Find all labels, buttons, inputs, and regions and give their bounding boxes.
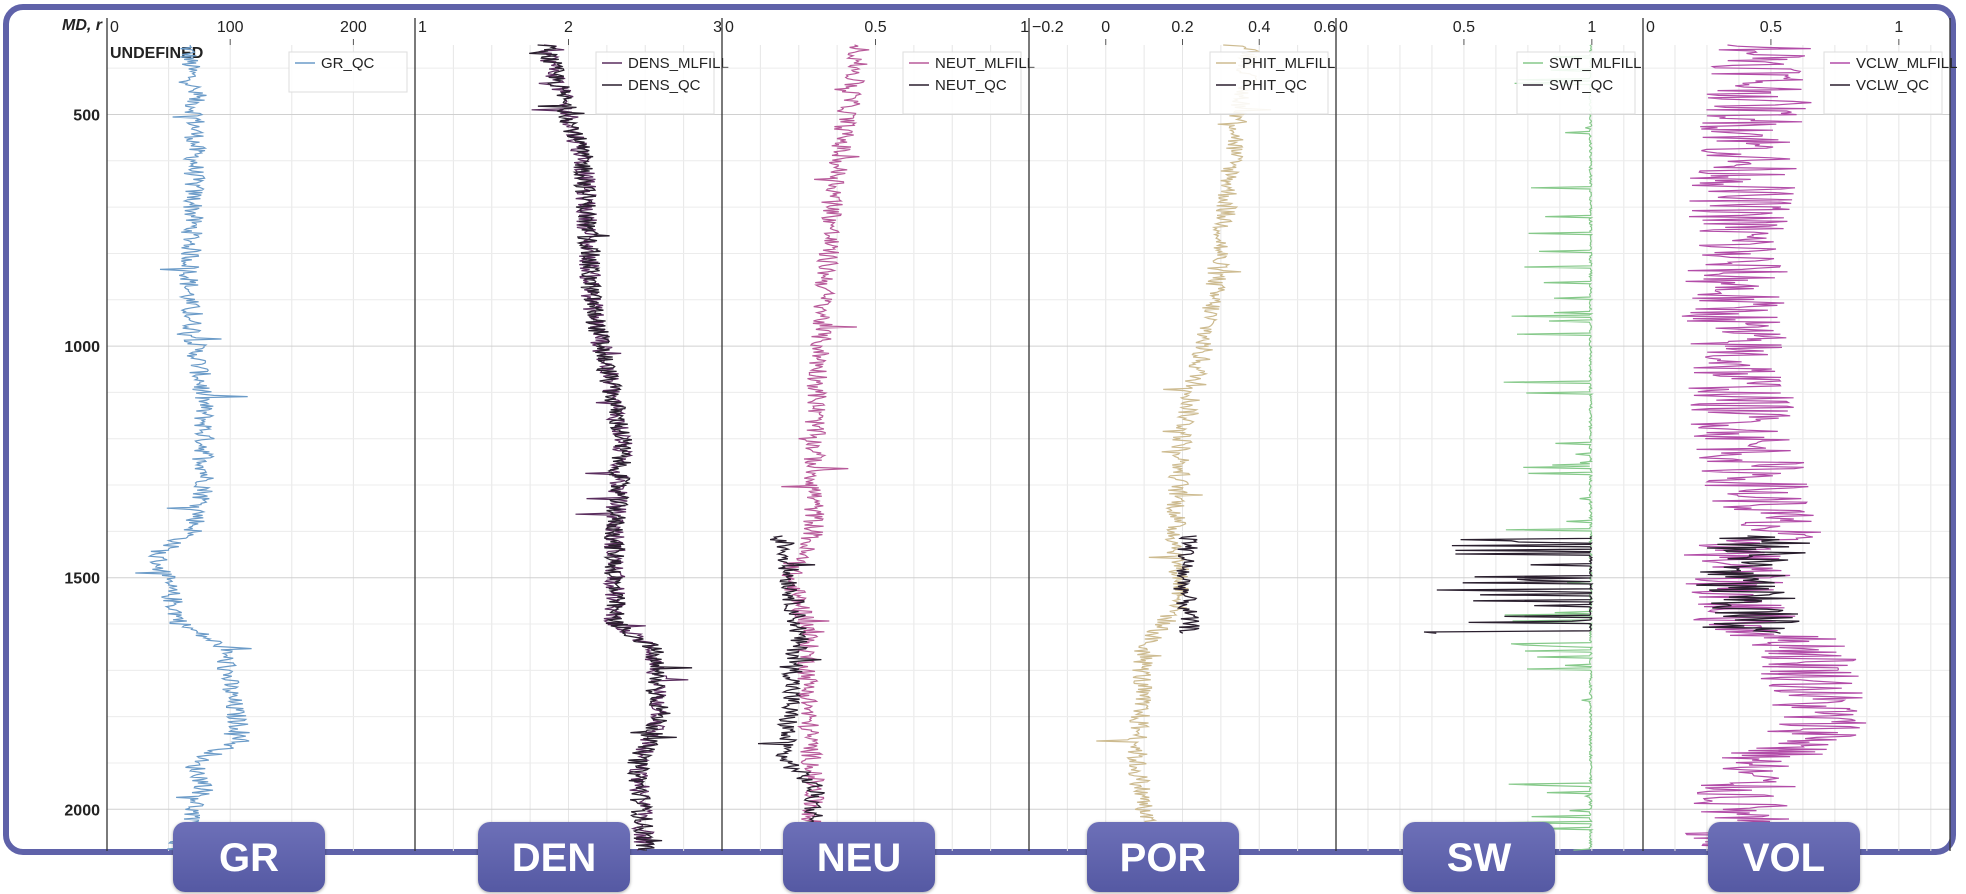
x-tick-label: 1 bbox=[418, 19, 427, 36]
legend-label: PHIT_QC bbox=[1242, 77, 1307, 94]
tab-vol[interactable]: VOL bbox=[1708, 822, 1860, 892]
x-tick-label: 3 bbox=[713, 19, 722, 36]
tab-gr[interactable]: GR bbox=[173, 822, 325, 892]
series-line-dens-qc bbox=[529, 44, 693, 851]
x-tick-label: 0.2 bbox=[1171, 19, 1193, 36]
series-line-vclw-mlfill bbox=[1681, 44, 1867, 851]
legend-label: GR_QC bbox=[321, 55, 375, 72]
legend-label: NEUT_QC bbox=[935, 77, 1007, 94]
tab-por[interactable]: POR bbox=[1087, 822, 1239, 892]
legend-box bbox=[288, 51, 408, 93]
series-line-phit-mlfill bbox=[1096, 44, 1272, 851]
legend-label: SWT_QC bbox=[1549, 77, 1613, 94]
depth-tick-label: 1000 bbox=[64, 339, 100, 356]
depth-axis-label: MD, r bbox=[62, 17, 103, 34]
series-line-phit-qc bbox=[1173, 535, 1200, 634]
series-line-gr-qc bbox=[135, 44, 252, 851]
x-tick-label: 0 bbox=[1101, 19, 1110, 36]
legend-label: DENS_MLFILL bbox=[628, 55, 729, 72]
x-tick-label: 1 bbox=[1894, 19, 1903, 36]
legend-box bbox=[902, 51, 1022, 115]
legend-label: VCLW_QC bbox=[1856, 77, 1929, 94]
x-tick-label: 0 bbox=[1646, 19, 1655, 36]
tab-neu[interactable]: NEU bbox=[783, 822, 935, 892]
x-tick-label: 0 bbox=[1339, 19, 1348, 36]
series-line-dens-mlfill bbox=[531, 44, 689, 851]
x-tick-label: 0.4 bbox=[1248, 19, 1270, 36]
x-tick-label: 0.5 bbox=[1760, 19, 1782, 36]
series-line-swt-mlfill bbox=[1503, 44, 1594, 851]
legend-label: NEUT_MLFILL bbox=[935, 55, 1035, 72]
legend-label: PHIT_MLFILL bbox=[1242, 55, 1335, 72]
tab-den[interactable]: DEN bbox=[478, 822, 630, 892]
x-tick-label: 0 bbox=[725, 19, 734, 36]
x-tick-label: 0.5 bbox=[864, 19, 886, 36]
x-tick-label: 1 bbox=[1020, 19, 1029, 36]
x-tick-label: 0 bbox=[110, 19, 119, 36]
series-line-vclw-qc bbox=[1696, 535, 1810, 634]
depth-tick-label: 1500 bbox=[64, 571, 100, 588]
depth-tick-label: 2000 bbox=[64, 802, 100, 819]
x-tick-label: 100 bbox=[217, 19, 244, 36]
depth-tick-label: 500 bbox=[73, 107, 100, 124]
x-tick-label: 1 bbox=[1587, 19, 1596, 36]
series-line-neut-qc bbox=[757, 535, 825, 851]
series-line-swt-qc bbox=[1423, 535, 1594, 634]
depth-unit-label: UNDEFINED bbox=[110, 45, 203, 62]
legend-label: SWT_MLFILL bbox=[1549, 55, 1642, 72]
x-tick-label: 2 bbox=[564, 19, 573, 36]
x-tick-label: 0.6 bbox=[1314, 19, 1336, 36]
tab-sw[interactable]: SW bbox=[1403, 822, 1555, 892]
chart-frame bbox=[3, 4, 1956, 855]
legend-label: DENS_QC bbox=[628, 77, 701, 94]
x-tick-label: −0.2 bbox=[1032, 19, 1064, 36]
series-line-neut-mlfill bbox=[781, 44, 870, 851]
legend-label: VCLW_MLFILL bbox=[1856, 55, 1957, 72]
x-tick-label: 0.5 bbox=[1453, 19, 1475, 36]
x-tick-label: 200 bbox=[340, 19, 367, 36]
